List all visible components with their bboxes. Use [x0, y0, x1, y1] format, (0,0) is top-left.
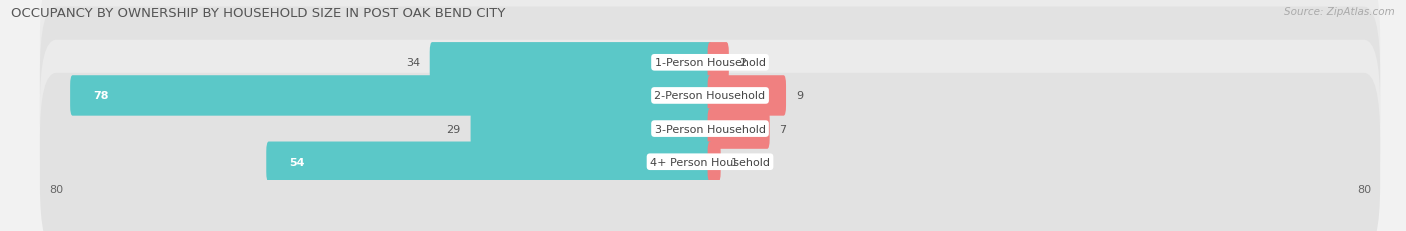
Text: 9: 9: [796, 91, 803, 101]
Text: 54: 54: [290, 157, 305, 167]
Text: 2-Person Household: 2-Person Household: [654, 91, 766, 101]
Text: 2: 2: [738, 58, 745, 68]
FancyBboxPatch shape: [39, 0, 1381, 152]
Text: 34: 34: [406, 58, 420, 68]
FancyBboxPatch shape: [707, 43, 728, 83]
Text: 1-Person Household: 1-Person Household: [655, 58, 765, 68]
FancyBboxPatch shape: [471, 109, 713, 149]
FancyBboxPatch shape: [707, 142, 721, 182]
Text: 7: 7: [779, 124, 786, 134]
FancyBboxPatch shape: [707, 109, 769, 149]
Text: 1: 1: [731, 157, 738, 167]
Text: 3-Person Household: 3-Person Household: [655, 124, 765, 134]
Text: 78: 78: [93, 91, 108, 101]
Text: 29: 29: [447, 124, 461, 134]
FancyBboxPatch shape: [430, 43, 713, 83]
FancyBboxPatch shape: [707, 76, 786, 116]
FancyBboxPatch shape: [39, 8, 1381, 185]
FancyBboxPatch shape: [266, 142, 713, 182]
FancyBboxPatch shape: [39, 73, 1381, 231]
Text: 4+ Person Household: 4+ Person Household: [650, 157, 770, 167]
Text: OCCUPANCY BY OWNERSHIP BY HOUSEHOLD SIZE IN POST OAK BEND CITY: OCCUPANCY BY OWNERSHIP BY HOUSEHOLD SIZE…: [11, 7, 506, 20]
FancyBboxPatch shape: [39, 40, 1381, 218]
Text: Source: ZipAtlas.com: Source: ZipAtlas.com: [1284, 7, 1395, 17]
FancyBboxPatch shape: [70, 76, 713, 116]
